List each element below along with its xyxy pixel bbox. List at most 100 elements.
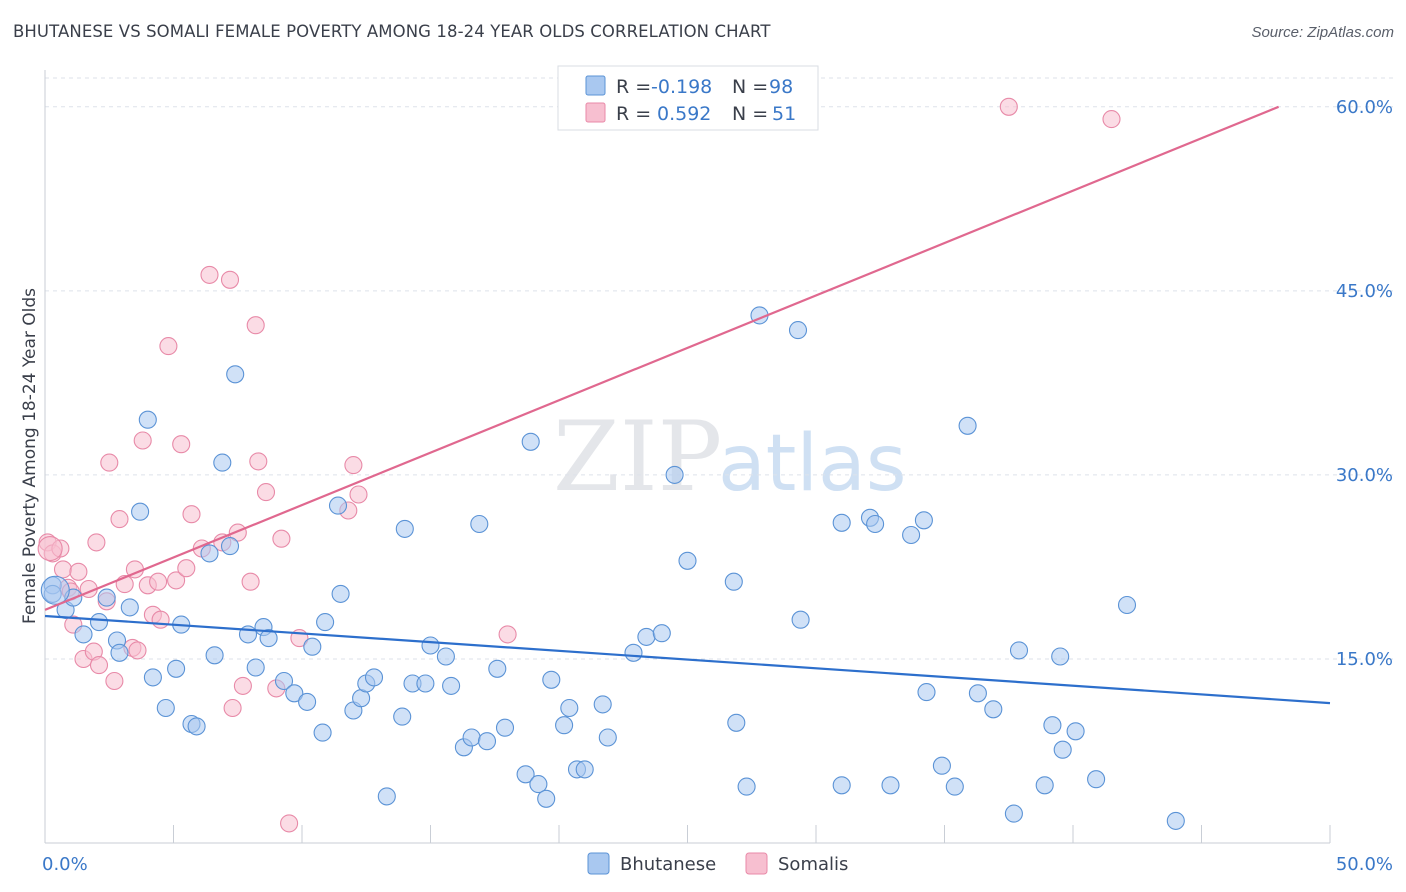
- somalis-trend-line: [44, 105, 1280, 611]
- bhutanese-point-46: [442, 676, 461, 695]
- bhutanese-point-73: [788, 321, 808, 340]
- bhutanese-point-44: [421, 636, 440, 655]
- bhutanese-point-66: [652, 624, 671, 643]
- somalis-point-44: [280, 814, 299, 833]
- bhutanese-point-55: [529, 775, 548, 794]
- somalis-point-21: [133, 431, 152, 450]
- chart-title: BHUTANESE VS SOMALI FEMALE POVERTY AMONG…: [13, 22, 771, 41]
- bhutanese-point-53: [516, 765, 535, 784]
- bhutanese-point-65: [637, 627, 656, 646]
- somalis-point-20: [128, 641, 147, 660]
- bhutanese-point-61: [575, 760, 594, 779]
- bhutanese-point-40: [393, 707, 412, 726]
- somalis-point-34: [220, 270, 240, 289]
- axes: [44, 70, 1331, 844]
- bhutanese-point-76: [832, 513, 851, 532]
- somalis-point-26: [159, 337, 178, 356]
- somalis-point-43: [272, 529, 291, 548]
- bhutanese-point-89: [1035, 776, 1054, 795]
- legend-r-label-1: R =: [616, 76, 651, 98]
- bhutanese-point-79: [881, 776, 900, 795]
- somalis-point-15: [105, 671, 124, 691]
- somalis-point-28: [172, 435, 191, 454]
- somalis-cluster-point: [37, 535, 63, 562]
- bhutanese-point-14: [167, 659, 186, 678]
- y-tick-label-1: 30.0%: [1336, 465, 1393, 486]
- bhutanese-point-49: [470, 514, 489, 534]
- bhutanese-point-21: [220, 537, 240, 556]
- bhutanese-points: [40, 306, 1185, 830]
- bhutanese-point-68: [678, 551, 697, 570]
- somalis-point-27: [167, 571, 186, 590]
- bhutanese-point-56: [537, 789, 556, 808]
- legend-r-value-2: 0.592: [657, 103, 711, 125]
- correlation-legend: R = -0.198 N = 98 R = 0.592 N = 51: [557, 65, 819, 131]
- y-tick-label-3: 60.0%: [1336, 97, 1393, 118]
- bhutanese-point-67: [665, 465, 684, 484]
- grid-lines: [45, 77, 1395, 660]
- bhutanese-point-13: [156, 698, 175, 718]
- bhutanese-point-97: [914, 511, 933, 530]
- somalis-point-50: [999, 97, 1018, 116]
- bhutanese-point-58: [555, 716, 574, 735]
- bhutanese-point-22: [226, 365, 245, 384]
- legend-swatch-somalis: [585, 102, 606, 123]
- bhutanese-point-63: [598, 728, 617, 747]
- bhutanese-point-18: [200, 544, 219, 563]
- legend-n-value-1: 98: [769, 76, 793, 98]
- bhutanese-point-33: [331, 584, 350, 603]
- bhutanese-point-54: [521, 432, 540, 451]
- bhutanese-point-48: [462, 728, 481, 747]
- somalis-point-40: [249, 452, 268, 471]
- bottom-legend-swatch-somalis: [745, 852, 768, 875]
- bhutanese-point-12: [143, 668, 162, 687]
- watermark-atlas: atlas: [718, 419, 907, 509]
- bhutanese-point-81: [917, 683, 936, 702]
- bhutanese-point-7: [110, 643, 129, 662]
- x-tick-label-0: 0.0%: [42, 854, 88, 875]
- bhutanese-point-34: [328, 496, 348, 515]
- y-tick-label-0: 15.0%: [1336, 649, 1393, 670]
- bhutanese-point-10: [131, 502, 150, 521]
- bhutanese-cluster-point: [40, 575, 70, 605]
- bhutanese-point-41: [395, 519, 414, 538]
- bhutanese-point-28: [285, 684, 304, 703]
- watermark-zip: ZIP: [553, 401, 722, 513]
- somalis-point-24: [149, 572, 168, 591]
- bottom-legend-swatch-bhutanese: [587, 852, 610, 875]
- somalis-point-30: [182, 505, 201, 524]
- legend-swatch-bhutanese: [585, 75, 606, 96]
- tick-labels: 15.0% 30.0% 45.0% 60.0% 0.0% 50.0%: [42, 97, 1393, 875]
- bhutanese-point-45: [436, 647, 455, 666]
- bhutanese-point-38: [364, 668, 384, 687]
- x-tick-label-1: 50.0%: [1336, 854, 1393, 875]
- legend-n-value-2: 51: [772, 103, 796, 125]
- bhutanese-point-43: [416, 674, 435, 693]
- somalis-point-47: [344, 456, 363, 475]
- bhutanese-point-39: [377, 787, 396, 806]
- bhutanese-point-96: [1166, 811, 1185, 830]
- bhutanese-point-90: [1043, 716, 1062, 735]
- somalis-point-12: [89, 656, 109, 675]
- bhutanese-point-87: [1004, 804, 1023, 823]
- bhutanese-point-84: [958, 416, 977, 435]
- bhutanese-point-17: [187, 717, 206, 736]
- bottom-legend-label-bhutanese: Bhutanese: [620, 854, 716, 875]
- bhutanese-point-52: [495, 718, 515, 737]
- somalis-point-32: [200, 265, 219, 284]
- bhutanese-point-5: [89, 613, 109, 632]
- bhutanese-point-11: [138, 410, 157, 429]
- legend-r-label-2: R =: [616, 103, 651, 125]
- bhutanese-point-8: [97, 588, 116, 607]
- y-axis-label: Female Poverty Among 18-24 Year Olds: [20, 288, 40, 624]
- bhutanese-point-31: [313, 723, 332, 742]
- bhutanese-point-62: [593, 695, 612, 714]
- legend-n-label-2: N =: [732, 103, 768, 125]
- bhutanese-point-92: [1053, 740, 1072, 759]
- y-tick-label-2: 45.0%: [1336, 281, 1393, 302]
- bhutanese-point-78: [866, 514, 885, 534]
- trend-lines: [44, 105, 1331, 705]
- bhutanese-point-93: [1066, 722, 1085, 741]
- bhutanese-point-4: [74, 625, 93, 644]
